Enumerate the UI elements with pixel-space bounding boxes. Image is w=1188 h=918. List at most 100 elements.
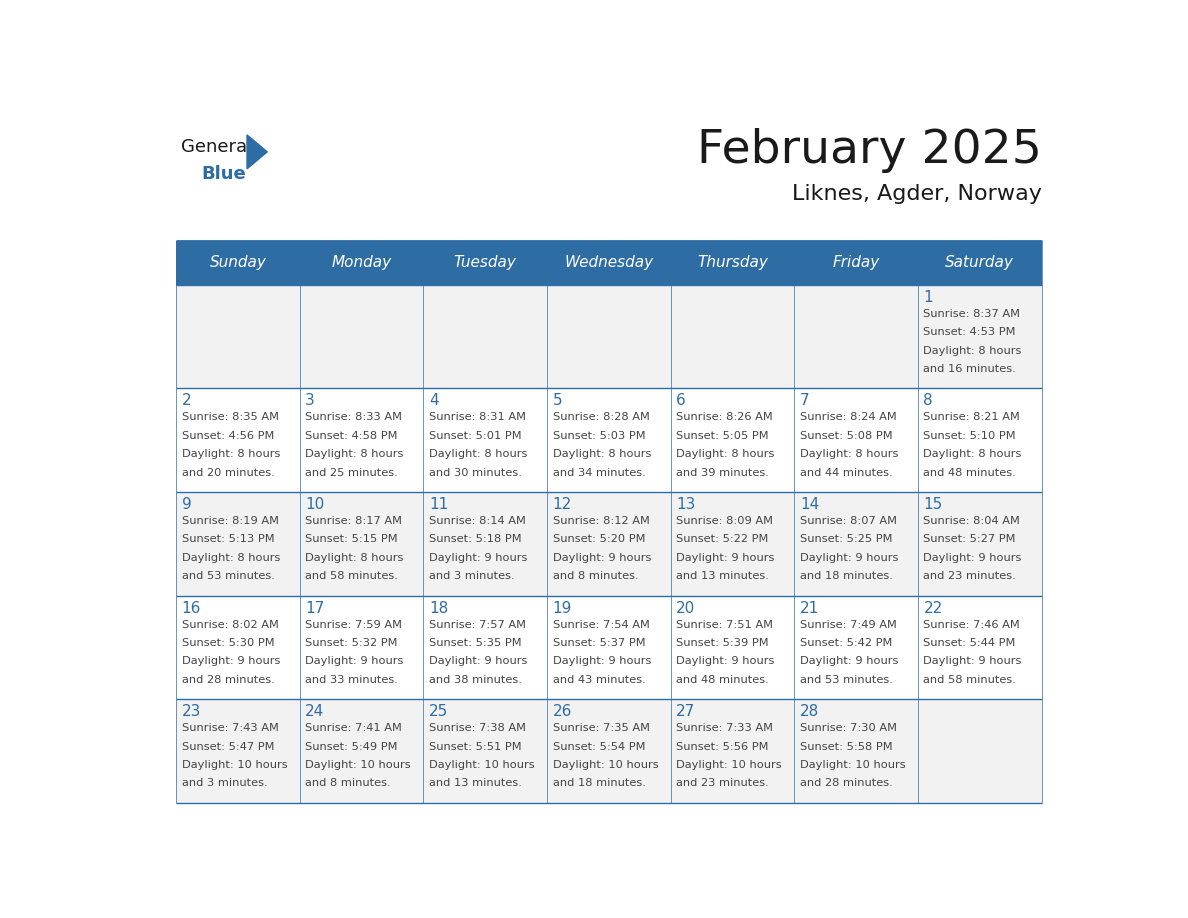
Text: Daylight: 8 hours: Daylight: 8 hours — [923, 449, 1022, 459]
Text: 27: 27 — [676, 704, 695, 719]
Text: 25: 25 — [429, 704, 448, 719]
Text: and 8 minutes.: and 8 minutes. — [305, 778, 391, 789]
Text: Thursday: Thursday — [697, 255, 767, 270]
Text: and 23 minutes.: and 23 minutes. — [923, 571, 1016, 581]
Text: and 18 minutes.: and 18 minutes. — [552, 778, 645, 789]
Text: and 58 minutes.: and 58 minutes. — [305, 571, 398, 581]
Text: and 58 minutes.: and 58 minutes. — [923, 675, 1017, 685]
Text: Sunset: 5:08 PM: Sunset: 5:08 PM — [800, 431, 892, 441]
Text: 9: 9 — [182, 497, 191, 512]
Text: Sunset: 5:42 PM: Sunset: 5:42 PM — [800, 638, 892, 648]
Text: and 44 minutes.: and 44 minutes. — [800, 467, 892, 477]
Text: 18: 18 — [429, 600, 448, 616]
Text: Sunrise: 8:17 AM: Sunrise: 8:17 AM — [305, 516, 403, 526]
Text: Sunset: 5:56 PM: Sunset: 5:56 PM — [676, 742, 769, 752]
Text: and 48 minutes.: and 48 minutes. — [923, 467, 1016, 477]
Bar — [176, 241, 1042, 285]
Text: Sunset: 5:13 PM: Sunset: 5:13 PM — [182, 534, 274, 544]
Text: Daylight: 10 hours: Daylight: 10 hours — [182, 760, 287, 770]
Text: Sunrise: 8:26 AM: Sunrise: 8:26 AM — [676, 412, 773, 422]
Text: 10: 10 — [305, 497, 324, 512]
Text: Daylight: 9 hours: Daylight: 9 hours — [429, 553, 527, 563]
Text: Sunset: 5:37 PM: Sunset: 5:37 PM — [552, 638, 645, 648]
Text: Daylight: 9 hours: Daylight: 9 hours — [182, 656, 280, 666]
Text: 21: 21 — [800, 600, 819, 616]
Text: Sunset: 5:18 PM: Sunset: 5:18 PM — [429, 534, 522, 544]
Text: Daylight: 9 hours: Daylight: 9 hours — [800, 553, 898, 563]
Text: Daylight: 8 hours: Daylight: 8 hours — [552, 449, 651, 459]
Text: Sunrise: 7:41 AM: Sunrise: 7:41 AM — [305, 723, 403, 733]
Text: February 2025: February 2025 — [696, 128, 1042, 173]
Text: Sunrise: 8:37 AM: Sunrise: 8:37 AM — [923, 308, 1020, 319]
Text: Daylight: 8 hours: Daylight: 8 hours — [305, 553, 404, 563]
Text: Daylight: 10 hours: Daylight: 10 hours — [676, 760, 782, 770]
Text: Sunrise: 8:21 AM: Sunrise: 8:21 AM — [923, 412, 1020, 422]
Text: Daylight: 9 hours: Daylight: 9 hours — [552, 656, 651, 666]
Text: Daylight: 10 hours: Daylight: 10 hours — [429, 760, 535, 770]
Bar — [176, 492, 1042, 596]
Text: Monday: Monday — [331, 255, 392, 270]
Text: Sunset: 5:32 PM: Sunset: 5:32 PM — [305, 638, 398, 648]
Text: and 3 minutes.: and 3 minutes. — [429, 571, 514, 581]
Text: and 34 minutes.: and 34 minutes. — [552, 467, 645, 477]
Text: and 8 minutes.: and 8 minutes. — [552, 571, 638, 581]
Text: Blue: Blue — [201, 165, 246, 184]
Text: and 16 minutes.: and 16 minutes. — [923, 364, 1016, 374]
Text: 13: 13 — [676, 497, 695, 512]
Text: 6: 6 — [676, 393, 685, 409]
Text: 24: 24 — [305, 704, 324, 719]
Text: 4: 4 — [429, 393, 438, 409]
Text: Sunrise: 8:24 AM: Sunrise: 8:24 AM — [800, 412, 897, 422]
Text: Sunrise: 7:38 AM: Sunrise: 7:38 AM — [429, 723, 526, 733]
Text: 3: 3 — [305, 393, 315, 409]
Text: Liknes, Agder, Norway: Liknes, Agder, Norway — [791, 185, 1042, 205]
Text: and 23 minutes.: and 23 minutes. — [676, 778, 769, 789]
Bar — [176, 285, 1042, 388]
Text: Sunset: 5:47 PM: Sunset: 5:47 PM — [182, 742, 274, 752]
Text: Sunset: 4:58 PM: Sunset: 4:58 PM — [305, 431, 398, 441]
Text: 15: 15 — [923, 497, 943, 512]
Text: Sunset: 5:27 PM: Sunset: 5:27 PM — [923, 534, 1016, 544]
Text: and 28 minutes.: and 28 minutes. — [182, 675, 274, 685]
Text: Daylight: 8 hours: Daylight: 8 hours — [800, 449, 898, 459]
Text: Sunset: 4:56 PM: Sunset: 4:56 PM — [182, 431, 274, 441]
Text: Sunset: 5:39 PM: Sunset: 5:39 PM — [676, 638, 769, 648]
Text: and 18 minutes.: and 18 minutes. — [800, 571, 892, 581]
Text: Sunrise: 7:57 AM: Sunrise: 7:57 AM — [429, 620, 526, 630]
Text: Daylight: 9 hours: Daylight: 9 hours — [676, 656, 775, 666]
Text: Sunrise: 8:31 AM: Sunrise: 8:31 AM — [429, 412, 526, 422]
Text: Sunset: 5:03 PM: Sunset: 5:03 PM — [552, 431, 645, 441]
Text: Daylight: 8 hours: Daylight: 8 hours — [429, 449, 527, 459]
Text: Sunrise: 7:54 AM: Sunrise: 7:54 AM — [552, 620, 650, 630]
Text: Daylight: 8 hours: Daylight: 8 hours — [182, 553, 280, 563]
Text: Sunset: 5:54 PM: Sunset: 5:54 PM — [552, 742, 645, 752]
Text: 19: 19 — [552, 600, 571, 616]
Text: Daylight: 9 hours: Daylight: 9 hours — [923, 553, 1022, 563]
Text: Daylight: 10 hours: Daylight: 10 hours — [305, 760, 411, 770]
Text: Daylight: 9 hours: Daylight: 9 hours — [429, 656, 527, 666]
Text: Sunrise: 7:59 AM: Sunrise: 7:59 AM — [305, 620, 403, 630]
Text: Sunrise: 8:28 AM: Sunrise: 8:28 AM — [552, 412, 650, 422]
Text: Daylight: 10 hours: Daylight: 10 hours — [552, 760, 658, 770]
Text: Sunrise: 8:04 AM: Sunrise: 8:04 AM — [923, 516, 1020, 526]
Text: Sunset: 5:20 PM: Sunset: 5:20 PM — [552, 534, 645, 544]
Text: Sunrise: 8:02 AM: Sunrise: 8:02 AM — [182, 620, 278, 630]
Text: Sunset: 5:51 PM: Sunset: 5:51 PM — [429, 742, 522, 752]
Text: Sunrise: 7:51 AM: Sunrise: 7:51 AM — [676, 620, 773, 630]
Text: Sunset: 4:53 PM: Sunset: 4:53 PM — [923, 327, 1016, 337]
Text: Sunrise: 7:33 AM: Sunrise: 7:33 AM — [676, 723, 773, 733]
Text: 28: 28 — [800, 704, 819, 719]
Text: 12: 12 — [552, 497, 571, 512]
Bar — [176, 388, 1042, 492]
Bar — [176, 596, 1042, 700]
Text: 8: 8 — [923, 393, 933, 409]
Text: 17: 17 — [305, 600, 324, 616]
Text: Sunrise: 7:49 AM: Sunrise: 7:49 AM — [800, 620, 897, 630]
Text: Daylight: 8 hours: Daylight: 8 hours — [182, 449, 280, 459]
Text: 23: 23 — [182, 704, 201, 719]
Text: Daylight: 9 hours: Daylight: 9 hours — [800, 656, 898, 666]
Text: Sunrise: 7:30 AM: Sunrise: 7:30 AM — [800, 723, 897, 733]
Text: Daylight: 8 hours: Daylight: 8 hours — [923, 345, 1022, 355]
Text: Sunset: 5:44 PM: Sunset: 5:44 PM — [923, 638, 1016, 648]
Text: Daylight: 8 hours: Daylight: 8 hours — [305, 449, 404, 459]
